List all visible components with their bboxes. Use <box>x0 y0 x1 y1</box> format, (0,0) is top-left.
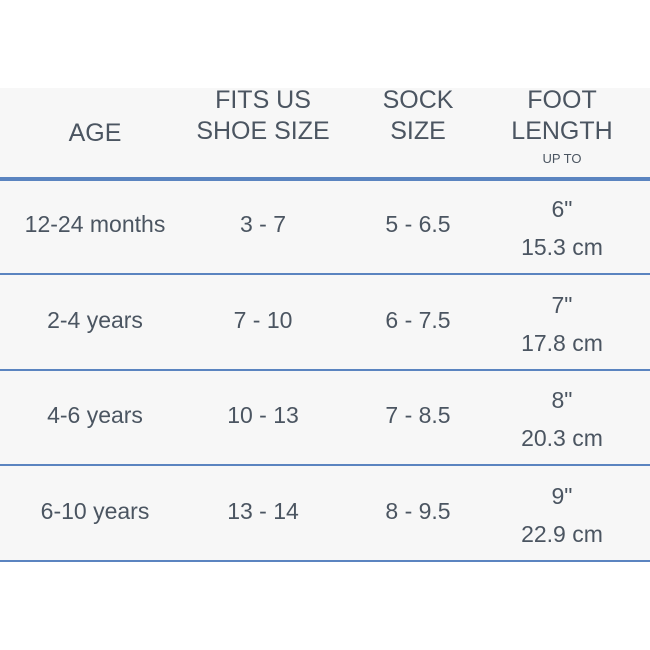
row-shoe-size: 10 - 13 <box>227 402 299 428</box>
size-chart-table <box>0 88 650 562</box>
row-age: 12-24 months <box>24 211 166 237</box>
row-foot-cm: 17.8 cm <box>521 329 603 356</box>
header-sock: SOCK SIZE <box>383 85 454 147</box>
row-sock-size: 7 - 8.5 <box>385 402 451 428</box>
row-sock-size: 5 - 6.5 <box>385 211 451 237</box>
row-shoe-size: 13 - 14 <box>227 497 299 524</box>
row-foot-cm: 15.3 cm <box>521 234 603 260</box>
header-divider <box>0 177 650 181</box>
row-divider <box>0 464 650 466</box>
header-shoe-line2: SHOE SIZE <box>196 117 330 145</box>
row-divider <box>0 273 650 275</box>
row-foot-inches: 7" <box>551 291 573 318</box>
row-age: 4-6 years <box>47 402 143 428</box>
row-divider <box>0 559 650 562</box>
header-shoe: FITS US SHOE SIZE <box>196 85 329 147</box>
row-divider <box>0 368 650 371</box>
row-sock-size: 6 - 7.5 <box>385 306 451 333</box>
header-foot: FOOT LENGTH UP TO <box>511 85 612 171</box>
row-foot-cm: 20.3 cm <box>521 425 603 451</box>
row-age: 6-10 years <box>40 497 150 524</box>
header-sock-line2: SIZE <box>390 117 446 145</box>
row-shoe-size: 3 - 7 <box>239 211 287 237</box>
row-age: 2-4 years <box>47 306 143 333</box>
row-foot-cm: 22.9 cm <box>521 520 603 547</box>
row-foot-inches: 9" <box>551 482 573 509</box>
header-foot-line2: LENGTH <box>511 117 613 145</box>
row-sock-size: 8 - 9.5 <box>385 497 451 524</box>
header-foot-line1: FOOT <box>527 86 597 114</box>
row-foot-inches: 8" <box>551 387 573 413</box>
row-foot-inches: 6" <box>551 196 573 222</box>
header-shoe-line1: FITS US <box>215 86 311 114</box>
header-age: AGE <box>68 119 122 147</box>
header-foot-sub: UP TO <box>542 151 582 166</box>
row-shoe-size: 7 - 10 <box>233 306 293 333</box>
header-sock-line1: SOCK <box>382 86 454 114</box>
